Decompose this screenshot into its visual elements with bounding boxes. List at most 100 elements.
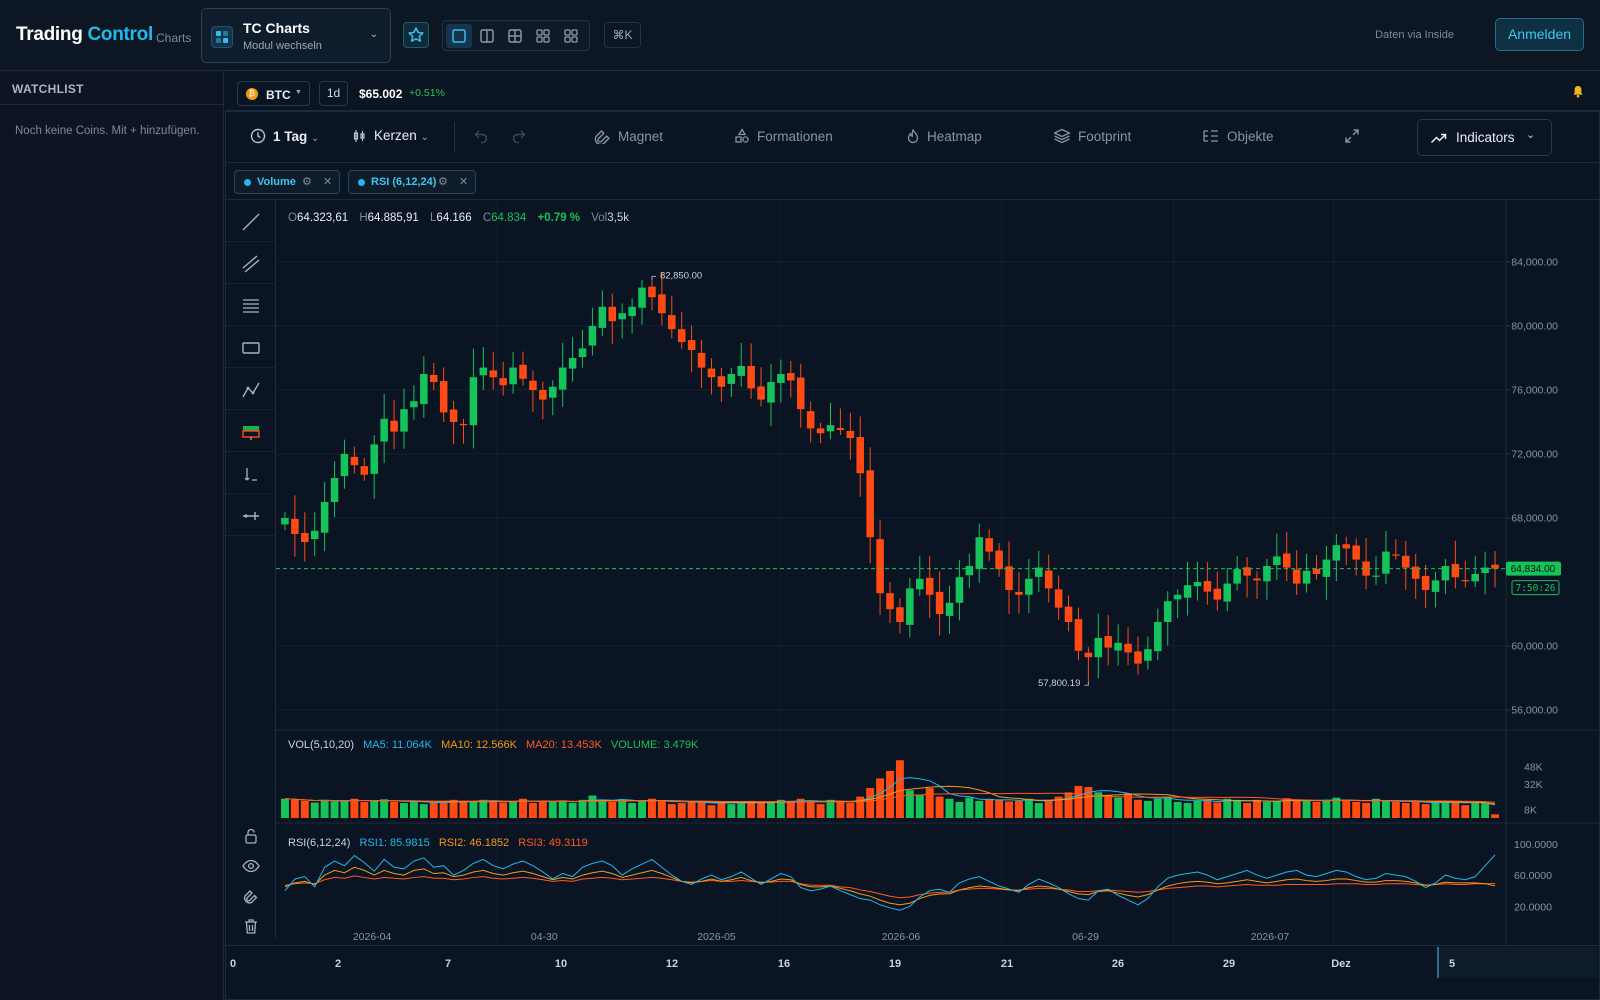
fullscreen-button[interactable] bbox=[1344, 128, 1367, 144]
redo-button[interactable] bbox=[511, 128, 534, 144]
price-tick-label: 84,000.00 bbox=[1511, 257, 1558, 269]
watchlist-sidebar: WATCHLIST Noch keine Coins. Mit + hinzuf… bbox=[0, 71, 224, 1000]
long-short-position-icon bbox=[242, 426, 260, 440]
layout-single-button[interactable] bbox=[446, 24, 472, 48]
volume-bar bbox=[1034, 803, 1043, 818]
brand-accent: Control bbox=[87, 24, 154, 45]
bottom-time-label: Dez bbox=[1331, 958, 1351, 970]
volume-bar bbox=[1114, 797, 1123, 818]
ohlc-high-label: H bbox=[359, 212, 367, 224]
candle-body bbox=[1104, 636, 1112, 648]
volume-bar bbox=[657, 801, 666, 818]
horizontal-ray-tool[interactable] bbox=[226, 494, 275, 536]
login-button[interactable]: Anmelden bbox=[1495, 18, 1584, 51]
position-tool[interactable] bbox=[226, 410, 275, 452]
delete-drawings-button[interactable] bbox=[226, 910, 275, 940]
favorite-button[interactable] bbox=[403, 22, 429, 48]
heatmap-button[interactable]: Heatmap bbox=[906, 128, 982, 144]
layout-grid-button[interactable] bbox=[530, 24, 556, 48]
volume-value: VOLUME: 3.479K bbox=[611, 739, 699, 751]
layout-grid-large-button[interactable] bbox=[558, 24, 584, 48]
indicators-label: Indicators bbox=[1456, 130, 1515, 145]
volume-series bbox=[280, 760, 1500, 818]
chip-volume[interactable]: Volume ⚙ ✕ bbox=[234, 170, 340, 194]
footprint-button[interactable]: Footprint bbox=[1053, 128, 1131, 144]
coin-selector[interactable]: ₿ BTC ▼ bbox=[237, 81, 310, 106]
candle-body bbox=[1074, 619, 1083, 651]
chip-rsi[interactable]: RSI (6,12,24) ⚙ ✕ bbox=[348, 170, 476, 194]
toggle-visibility-button[interactable] bbox=[226, 850, 275, 880]
command-palette-button[interactable]: ⌘K bbox=[604, 22, 641, 48]
brand-logo[interactable]: Trading Control bbox=[16, 24, 153, 46]
candle-body bbox=[548, 386, 557, 398]
timeframe-dropdown[interactable]: 1 Tag ⌄ bbox=[250, 128, 319, 144]
time-label: 06-29 bbox=[1072, 931, 1099, 943]
rectangle-tool[interactable] bbox=[226, 326, 275, 368]
close-icon[interactable]: ✕ bbox=[323, 176, 333, 188]
bottom-time-label: 0 bbox=[230, 958, 236, 970]
volume-bar bbox=[905, 790, 914, 818]
close-icon[interactable]: ✕ bbox=[459, 176, 469, 188]
chevron-down-icon: ⌄ bbox=[369, 29, 378, 40]
lock-drawings-button[interactable] bbox=[226, 820, 275, 850]
candle-body bbox=[945, 602, 954, 616]
polyline-tool[interactable] bbox=[226, 368, 275, 410]
bell-icon[interactable] bbox=[1572, 85, 1584, 103]
trend-line-tool[interactable] bbox=[226, 200, 275, 242]
flame-icon bbox=[907, 129, 919, 144]
gear-icon[interactable]: ⚙ bbox=[302, 176, 312, 188]
candle-body bbox=[578, 348, 587, 358]
volume-ma20: MA20: 13.453K bbox=[526, 739, 602, 751]
chart-type-label: Kerzen bbox=[374, 128, 417, 143]
candle-body bbox=[965, 566, 974, 576]
timeframe-badge[interactable]: 1d bbox=[319, 81, 348, 106]
volume-bar bbox=[1471, 801, 1480, 818]
candle-body bbox=[915, 578, 924, 590]
time-label: 2026-05 bbox=[697, 931, 736, 943]
candle-body bbox=[1382, 551, 1390, 574]
volume-bar bbox=[1381, 800, 1390, 818]
volume-bar bbox=[955, 801, 964, 818]
chart-type-dropdown[interactable]: Kerzen ⌄ bbox=[353, 128, 429, 143]
layout-quad-button[interactable] bbox=[502, 24, 528, 48]
volume-legend: VOL(5,10,20) MA5: 11.064K MA10: 12.566K … bbox=[288, 739, 699, 751]
time-axis-top-labels: 2026-04 04-30 2026-05 2026-06 06-29 2026-07 bbox=[353, 931, 1290, 943]
magnet-button[interactable]: Magnet bbox=[593, 128, 663, 146]
volume-bar bbox=[469, 801, 478, 818]
magnet-mode-button[interactable] bbox=[226, 880, 275, 910]
price-range-tool[interactable] bbox=[226, 452, 275, 494]
candle-body bbox=[906, 588, 914, 625]
chip-label: Volume bbox=[257, 176, 296, 188]
indicators-button[interactable]: Indicators ⌄ bbox=[1417, 119, 1552, 156]
toolbar-divider bbox=[454, 122, 455, 152]
drawing-toolbar bbox=[226, 200, 276, 940]
candlestick-series bbox=[281, 272, 1499, 682]
volume-bar bbox=[737, 801, 746, 818]
parallel-channel-tool[interactable] bbox=[226, 242, 275, 284]
gear-icon[interactable]: ⚙ bbox=[438, 176, 448, 188]
formations-button[interactable]: Formationen bbox=[734, 128, 833, 144]
volume-ma10: MA10: 12.566K bbox=[441, 739, 517, 751]
volume-bar bbox=[806, 801, 815, 818]
objects-button[interactable]: Objekte bbox=[1202, 128, 1274, 144]
module-subtitle: Modul wechseln bbox=[243, 40, 322, 52]
rsi-tick-label: 100.0000 bbox=[1514, 839, 1558, 851]
volume-bar bbox=[975, 800, 984, 818]
redo-icon bbox=[512, 130, 526, 144]
time-axis-bottom[interactable]: 0 2 7 10 12 16 19 21 26 29 Dez 5 bbox=[226, 945, 1599, 978]
candle-body bbox=[390, 420, 398, 432]
candle-body bbox=[796, 377, 805, 410]
candle-body bbox=[985, 538, 993, 552]
candle-body bbox=[330, 478, 339, 502]
price-chart[interactable]: O64.323,61 H64.885,91 L64.166 C64.834 +0… bbox=[276, 200, 1599, 945]
volume-bar bbox=[1213, 802, 1222, 818]
volume-bar bbox=[995, 799, 1004, 818]
volume-bar bbox=[1134, 799, 1142, 818]
candle-body bbox=[618, 313, 626, 320]
undo-button[interactable] bbox=[473, 128, 496, 144]
module-switcher[interactable]: TC Charts Modul wechseln ⌄ bbox=[201, 8, 391, 63]
horizontal-lines-tool[interactable] bbox=[226, 284, 275, 326]
rsi-line bbox=[284, 875, 1496, 899]
layout-split-button[interactable] bbox=[474, 24, 500, 48]
candle-body bbox=[1491, 564, 1499, 569]
